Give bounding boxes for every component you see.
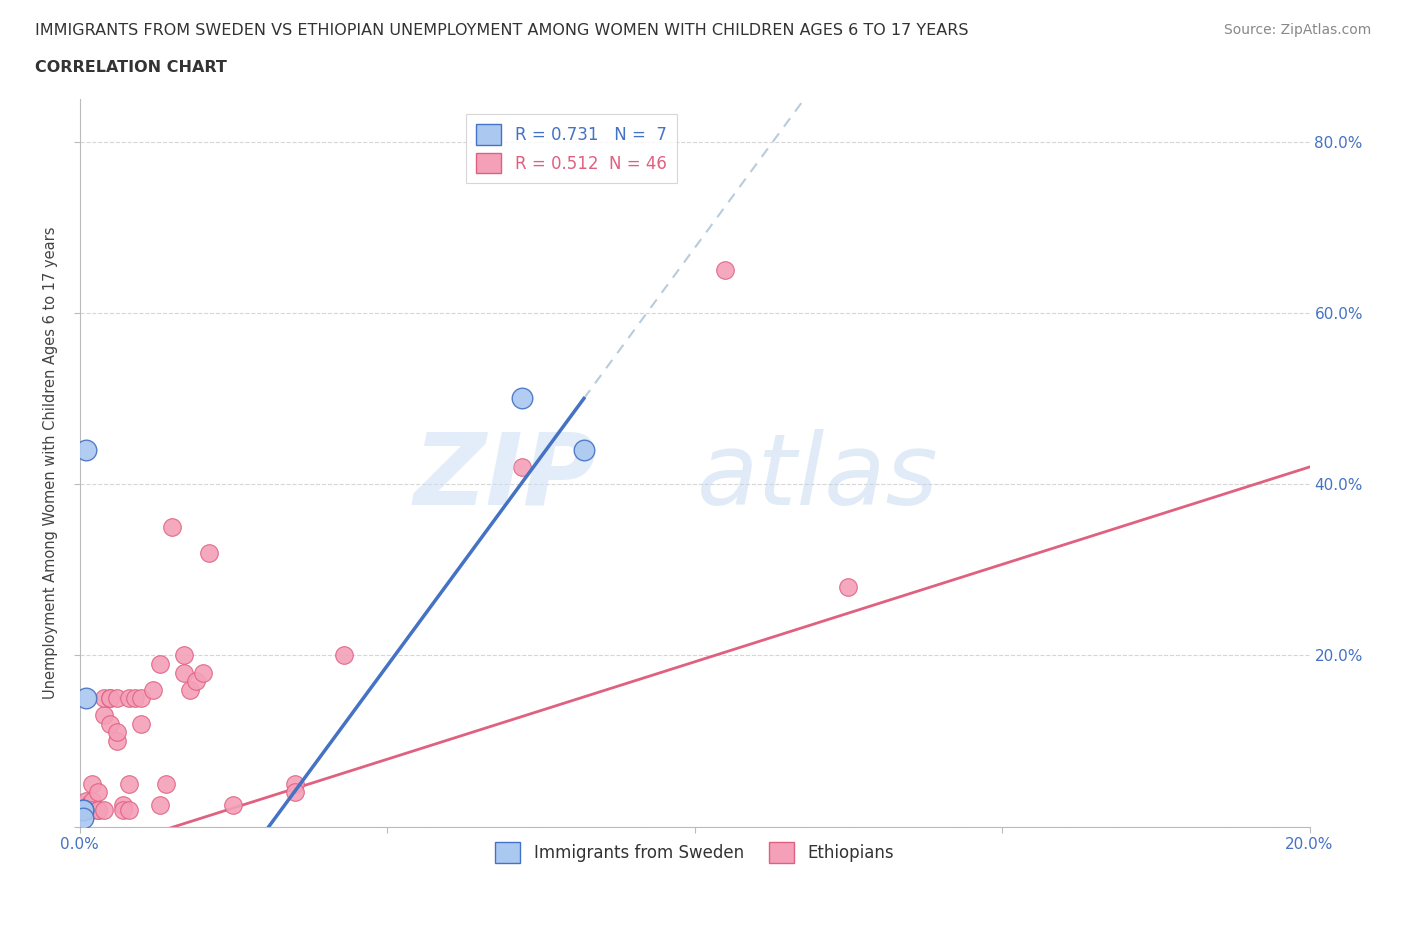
Point: [93, 708, 115, 723]
Text: ZIP: ZIP: [413, 429, 596, 525]
Point: [72, 798, 94, 813]
Legend: Immigrants from Sweden, Ethiopians: Immigrants from Sweden, Ethiopians: [489, 836, 900, 870]
Point: [93, 691, 115, 706]
Point: [80, 777, 103, 791]
Point: [173, 648, 195, 663]
Point: [284, 785, 307, 800]
Point: [77, 798, 100, 813]
Point: [155, 777, 177, 791]
Point: [129, 691, 152, 706]
Point: [87, 803, 110, 817]
Point: [191, 665, 214, 680]
Point: [160, 520, 183, 535]
Point: [118, 803, 141, 817]
Text: Source: ZipAtlas.com: Source: ZipAtlas.com: [1223, 23, 1371, 37]
Point: [75, 803, 97, 817]
Point: [75, 443, 97, 458]
Point: [111, 798, 134, 813]
Point: [179, 683, 201, 698]
Text: CORRELATION CHART: CORRELATION CHART: [35, 60, 226, 75]
Point: [80, 803, 103, 817]
Point: [118, 777, 141, 791]
Point: [75, 691, 97, 706]
Text: atlas: atlas: [697, 429, 938, 525]
Point: [100, 716, 122, 731]
Point: [72, 803, 94, 817]
Point: [80, 793, 103, 808]
Point: [714, 262, 737, 277]
Point: [284, 777, 307, 791]
Text: IMMIGRANTS FROM SWEDEN VS ETHIOPIAN UNEMPLOYMENT AMONG WOMEN WITH CHILDREN AGES : IMMIGRANTS FROM SWEDEN VS ETHIOPIAN UNEM…: [35, 23, 969, 38]
Point: [105, 725, 128, 740]
Point: [72, 803, 94, 817]
Point: [100, 691, 122, 706]
Y-axis label: Unemployment Among Women with Children Ages 6 to 17 years: Unemployment Among Women with Children A…: [44, 226, 58, 699]
Point: [572, 443, 595, 458]
Point: [333, 648, 356, 663]
Point: [118, 691, 141, 706]
Point: [72, 803, 94, 817]
Point: [72, 811, 94, 826]
Point: [222, 798, 245, 813]
Point: [173, 665, 195, 680]
Point: [105, 691, 128, 706]
Point: [87, 785, 110, 800]
Point: [75, 793, 97, 808]
Point: [512, 459, 534, 474]
Point: [142, 683, 165, 698]
Point: [87, 803, 110, 817]
Point: [837, 579, 859, 594]
Point: [100, 691, 122, 706]
Point: [512, 391, 534, 405]
Point: [93, 803, 115, 817]
Point: [186, 673, 208, 688]
Point: [111, 803, 134, 817]
Point: [149, 798, 172, 813]
Point: [149, 657, 172, 671]
Point: [105, 734, 128, 749]
Point: [129, 716, 152, 731]
Point: [124, 691, 146, 706]
Point: [197, 545, 219, 560]
